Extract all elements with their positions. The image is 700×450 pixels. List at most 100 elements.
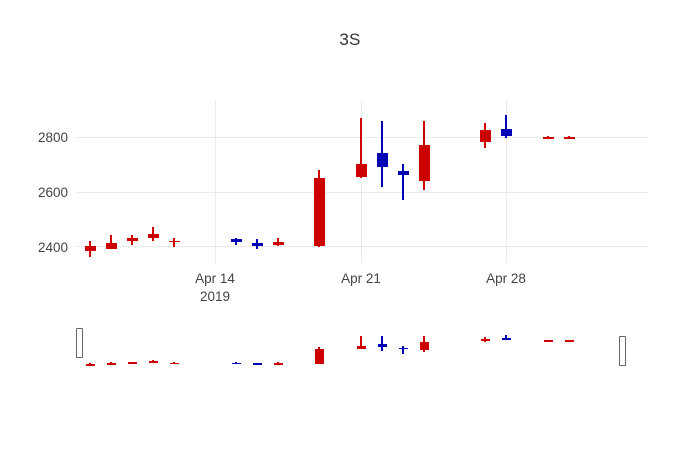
candlestick-wick (110, 361, 112, 365)
candlestick-body (376, 153, 388, 167)
candlestick-bar[interactable] (148, 326, 158, 378)
candlestick-wick (547, 135, 549, 139)
candlestick-bar[interactable] (397, 100, 409, 263)
candlestick-body (168, 240, 180, 243)
x-tick-apr-21: Apr 21 (341, 271, 381, 286)
candlestick-bar[interactable] (480, 326, 490, 378)
candlestick-body (500, 128, 512, 136)
range-slider[interactable] (76, 326, 648, 378)
candlestick-body (355, 164, 367, 177)
candlestick-body (313, 177, 325, 246)
candlestick-bar[interactable] (355, 100, 367, 263)
x-tick-apr-28: Apr 28 (486, 271, 526, 286)
candlestick-body (169, 362, 179, 365)
x-tick-apr-14: Apr 14 (195, 271, 235, 286)
candlestick-wick (402, 346, 404, 354)
candlestick-body (106, 363, 116, 365)
gridline-2800 (76, 137, 648, 138)
candlestick-body (252, 363, 262, 365)
candlestick-body (398, 347, 408, 350)
candlestick-body (251, 243, 263, 246)
candlestick-bar[interactable] (84, 100, 96, 263)
candlestick-bar[interactable] (419, 326, 429, 378)
candlestick-bar[interactable] (272, 100, 284, 263)
gridline-apr-21 (361, 100, 362, 263)
candlestick-bar[interactable] (230, 100, 242, 263)
candlestick-bar[interactable] (273, 326, 283, 378)
candlestick-bar[interactable] (542, 100, 554, 263)
candlestick-bar[interactable] (500, 100, 512, 263)
candlestick-body (563, 137, 575, 139)
candlestick-body (148, 361, 158, 363)
candlestick-body (273, 363, 283, 365)
candlestick-bar[interactable] (543, 326, 553, 378)
candlestick-bar[interactable] (377, 326, 387, 378)
candlestick-wick (360, 335, 362, 349)
candlestick-bar[interactable] (126, 100, 138, 263)
candlestick-bar[interactable] (376, 100, 388, 263)
chart-title: 3S (339, 30, 361, 49)
gridline-2400 (76, 246, 648, 247)
candlestick-bar[interactable] (147, 100, 159, 263)
candlestick-wick (360, 117, 362, 178)
candlestick-bar[interactable] (356, 326, 366, 378)
candlestick-bar[interactable] (252, 326, 262, 378)
y-tick-2800: 2800 (37, 130, 68, 145)
candlestick-body (418, 145, 430, 181)
y-tick-2600: 2600 (37, 185, 68, 200)
x-tick-year: 2019 (199, 289, 231, 304)
candlestick-body (126, 237, 138, 241)
candlestick-body (542, 137, 554, 139)
candlestick-bar[interactable] (479, 100, 491, 263)
candlestick-bar[interactable] (501, 326, 511, 378)
x-axis: Apr 14 2019 Apr 21 Apr 28 (76, 270, 648, 316)
candlestick-bar[interactable] (127, 326, 137, 378)
candlestick-bar[interactable] (313, 100, 325, 263)
candlestick-body (501, 338, 511, 340)
candlestick-bar[interactable] (231, 326, 241, 378)
range-slider-left-handle[interactable] (76, 328, 83, 358)
candlestick-wick (277, 237, 279, 246)
plot-area (76, 100, 648, 263)
candlestick-wick (402, 164, 404, 200)
candlestick-wick (568, 135, 570, 139)
candlestick-body (479, 130, 491, 143)
candlestick-bar[interactable] (251, 100, 263, 263)
candlestick-bar[interactable] (564, 326, 574, 378)
candlestick-bar[interactable] (106, 326, 116, 378)
candlestick-wick (110, 235, 112, 249)
candlestick-body (105, 243, 117, 249)
candlestick-body (314, 349, 324, 364)
candlestick-body (231, 362, 241, 365)
candlestick-bar[interactable] (168, 100, 180, 263)
y-tick-2400: 2400 (37, 240, 68, 255)
candlestick-body (564, 340, 574, 342)
candlestick-body (127, 362, 137, 364)
candlestick-bar[interactable] (398, 326, 408, 378)
candlestick-body (397, 171, 409, 176)
candlestick-body (230, 239, 242, 242)
gridline-apr-28 (506, 100, 507, 263)
candlestick-wick (505, 115, 507, 139)
candlestick-wick (277, 362, 279, 364)
candlestick-body (356, 346, 366, 349)
gridline-apr-14 (215, 100, 216, 263)
gridline-2600 (76, 192, 648, 193)
candlestick-wick (505, 335, 507, 341)
candlestick-bar[interactable] (418, 100, 430, 263)
candlestick-bar[interactable] (169, 326, 179, 378)
candlestick-body (543, 340, 553, 342)
candlestick-body (272, 241, 284, 245)
candlestick-body (419, 341, 429, 350)
candlestick-bar[interactable] (314, 326, 324, 378)
candlestick-bar[interactable] (85, 326, 95, 378)
candlestick-body (147, 233, 159, 238)
candlestick-bar[interactable] (563, 100, 575, 263)
range-slider-right-handle[interactable] (619, 336, 626, 366)
candlestick-body (84, 246, 96, 252)
y-axis: 2800 2600 2400 (0, 100, 68, 263)
candlestick-bar[interactable] (105, 100, 117, 263)
candlestick-body (377, 343, 387, 347)
candlestick-body (480, 338, 490, 342)
